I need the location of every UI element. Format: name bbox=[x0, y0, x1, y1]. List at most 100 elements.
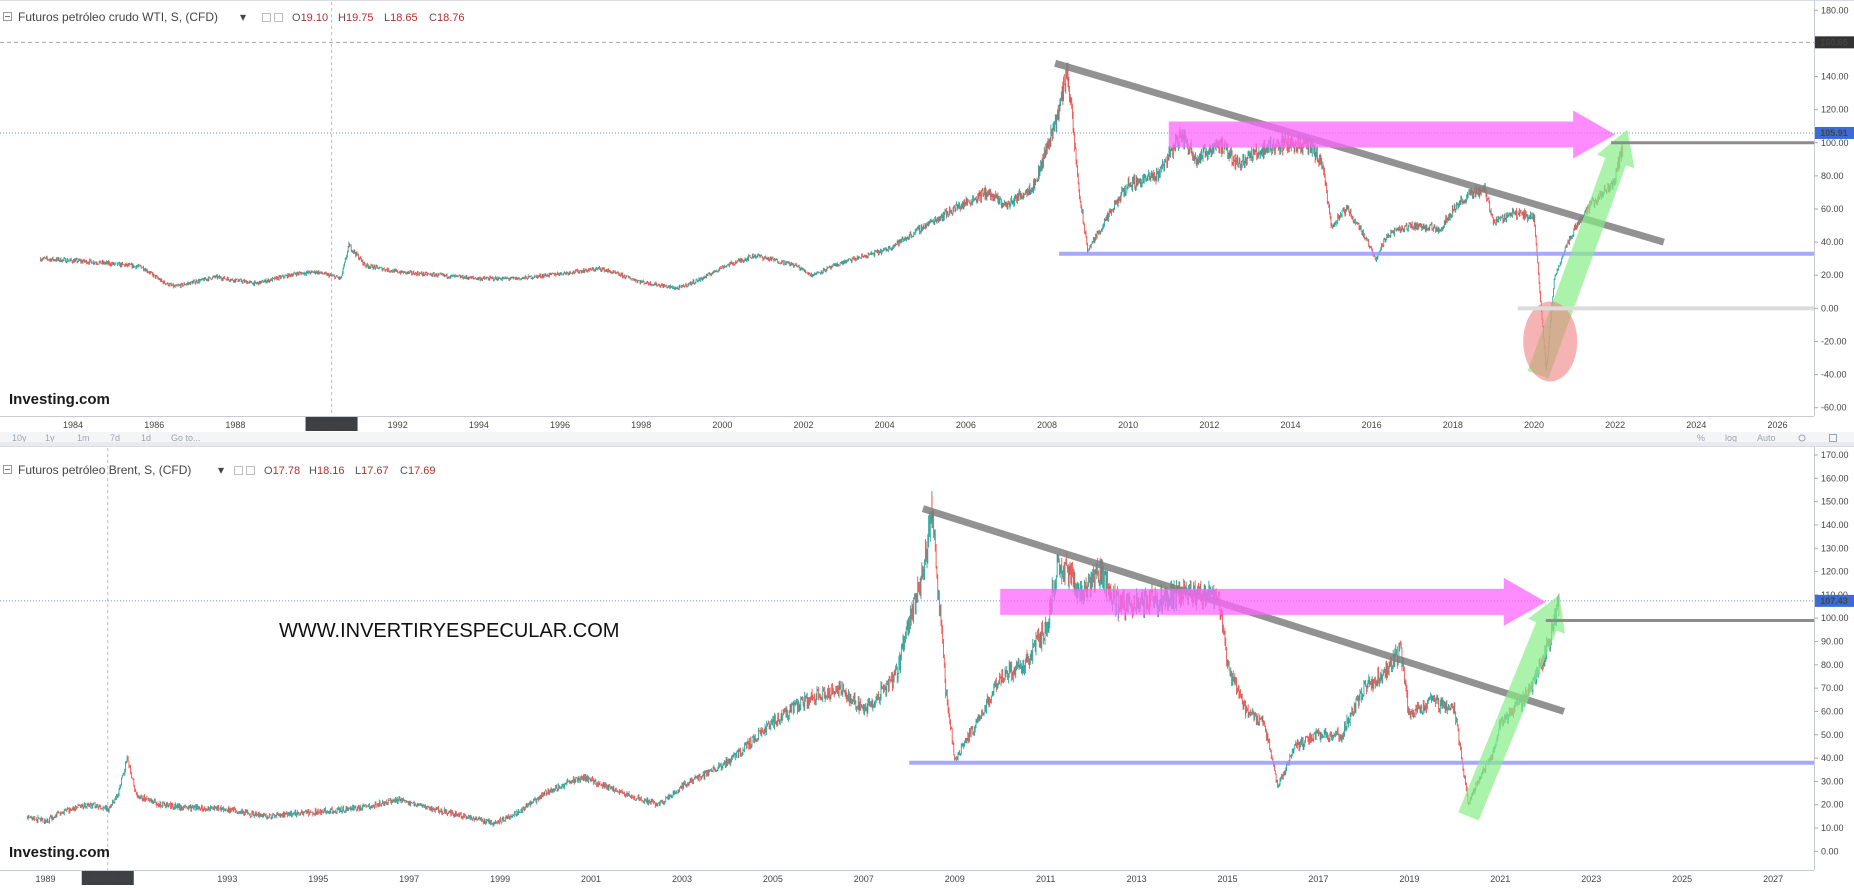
range-button-1y[interactable]: 1y bbox=[45, 433, 55, 443]
wti-panel-background bbox=[0, 0, 1854, 440]
wti-settings-icon[interactable] bbox=[262, 13, 271, 22]
wti-dashed-level-tag: 160.65 bbox=[1815, 36, 1854, 49]
auto-scale-toggle[interactable]: Auto bbox=[1757, 433, 1776, 443]
wti-x-tick-label: 1994 bbox=[469, 420, 489, 430]
wti-x-tick-label: 2010 bbox=[1118, 420, 1138, 430]
wti-y-tick-label: 60.00 bbox=[1821, 204, 1844, 214]
wti-x-tick-label: 1998 bbox=[631, 420, 651, 430]
brent-y-tick-label: 100.00 bbox=[1821, 613, 1849, 623]
brent-y-tick-label: 130.00 bbox=[1821, 543, 1849, 553]
brent-y-tick-label: 50.00 bbox=[1821, 730, 1844, 740]
wti-panel: Futuros petróleo crudo WTI, S, (CFD) ▾ O… bbox=[0, 0, 1854, 443]
brent-ohlc-high: H18.16 bbox=[309, 465, 344, 477]
range-button-1m[interactable]: 1m bbox=[77, 433, 90, 443]
brent-panel: Futuros petróleo Brent, S, (CFD) ▾ O17.7… bbox=[0, 446, 1854, 885]
wti-x-tick-label: 1988 bbox=[225, 420, 245, 430]
wti-x-tick-label: 2012 bbox=[1199, 420, 1219, 430]
brent-settings-icon[interactable] bbox=[234, 466, 243, 475]
brent-x-tick-label: 2015 bbox=[1218, 874, 1238, 884]
brent-y-tick-label: 140.00 bbox=[1821, 520, 1849, 530]
svg-text:105.91: 105.91 bbox=[1820, 128, 1848, 138]
brent-y-tick-label: 150.00 bbox=[1821, 497, 1849, 507]
wti-ohlc-close: C18.76 bbox=[429, 12, 464, 24]
wti-ohlc-low: L18.65 bbox=[384, 12, 418, 24]
wti-x-tick-label: 2014 bbox=[1280, 420, 1300, 430]
wti-ohlc-high: H19.75 bbox=[338, 12, 373, 24]
wti-close-icon[interactable] bbox=[274, 13, 283, 22]
wti-current-price-tag: 105.91 bbox=[1815, 126, 1854, 139]
wti-x-tick-label: 2018 bbox=[1443, 420, 1463, 430]
brent-x-tick-label: 2007 bbox=[854, 874, 874, 884]
chart-settings-icon[interactable] bbox=[1798, 434, 1806, 442]
wti-collapse-toggle[interactable] bbox=[3, 12, 12, 21]
wti-investing-logo: Investing.com bbox=[9, 391, 110, 408]
wti-negative-price-highlight[interactable] bbox=[1523, 301, 1578, 382]
wti-resistance-arrow[interactable] bbox=[1168, 110, 1616, 159]
wti-resistance-trendline[interactable] bbox=[1054, 59, 1665, 246]
wti-x-tick-label: 1996 bbox=[550, 420, 570, 430]
svg-text:160.65: 160.65 bbox=[1820, 37, 1848, 47]
brent-collapse-toggle[interactable] bbox=[3, 465, 12, 474]
wti-ohlc-open: O19.10 bbox=[292, 12, 328, 24]
brent-price-series bbox=[26, 490, 1560, 827]
brent-y-tick-label: 0.00 bbox=[1821, 846, 1839, 856]
brent-close-icon[interactable] bbox=[246, 466, 255, 475]
brent-x-tick-label: 2013 bbox=[1127, 874, 1147, 884]
brent-y-tick-label: 40.00 bbox=[1821, 753, 1844, 763]
range-button-7d[interactable]: 7d bbox=[110, 433, 120, 443]
percent-scale-toggle[interactable]: % bbox=[1697, 433, 1705, 443]
range-button-1d[interactable]: 1d bbox=[141, 433, 151, 443]
brent-drawings bbox=[909, 505, 1814, 821]
brent-crosshair-date-tag: 1990-05-14 bbox=[81, 871, 134, 885]
wti-range-toolbar: 10y 1y 1m 7d 1d Go to... % log Auto bbox=[0, 432, 1854, 443]
brent-x-tick-label: 2001 bbox=[581, 874, 601, 884]
wti-price-series bbox=[40, 62, 1624, 371]
wti-y-tick-label: -40.00 bbox=[1821, 370, 1847, 380]
brent-x-tick-label: 2009 bbox=[945, 874, 965, 884]
brent-ohlc-low: L17.67 bbox=[355, 465, 389, 477]
range-button-10y[interactable]: 10y bbox=[12, 433, 27, 443]
wti-chart-title: Futuros petróleo crudo WTI, S, (CFD) bbox=[18, 10, 218, 24]
watermark-text: WWW.INVERTIRYESPECULAR.COM bbox=[279, 620, 619, 642]
brent-x-tick-label: 2017 bbox=[1308, 874, 1328, 884]
brent-resistance-arrow[interactable] bbox=[1000, 577, 1546, 626]
brent-x-tick-label: 1989 bbox=[35, 874, 55, 884]
wti-x-tick-label: 2020 bbox=[1524, 420, 1544, 430]
goto-date-button[interactable]: Go to... bbox=[171, 433, 201, 443]
brent-y-tick-label: 120.00 bbox=[1821, 567, 1849, 577]
brent-x-tick-label: 2021 bbox=[1490, 874, 1510, 884]
wti-y-tick-label: 140.00 bbox=[1821, 72, 1849, 82]
wti-x-tick-label: 1992 bbox=[388, 420, 408, 430]
brent-rally-arrow[interactable] bbox=[1458, 594, 1565, 821]
wti-crosshair-layer bbox=[0, 2, 1814, 416]
wti-y-tick-label: 120.00 bbox=[1821, 105, 1849, 115]
brent-x-tick-label: 2023 bbox=[1581, 874, 1601, 884]
wti-y-tick-label: 80.00 bbox=[1821, 171, 1844, 181]
wti-x-tick-label: 2008 bbox=[1037, 420, 1057, 430]
wti-x-tick-label: 1984 bbox=[63, 420, 83, 430]
panel-separator[interactable] bbox=[0, 442, 1854, 446]
brent-x-tick-label: 2025 bbox=[1672, 874, 1692, 884]
brent-y-tick-label: 80.00 bbox=[1821, 660, 1844, 670]
brent-x-tick-label: 2011 bbox=[1036, 874, 1055, 884]
svg-text:107.43: 107.43 bbox=[1820, 596, 1848, 606]
wti-y-tick-label: 40.00 bbox=[1821, 237, 1844, 247]
wti-title-dropdown-icon[interactable]: ▾ bbox=[240, 10, 246, 24]
fullscreen-icon[interactable] bbox=[1829, 434, 1837, 442]
wti-x-tick-label: 2026 bbox=[1767, 420, 1787, 430]
brent-x-tick-label: 1993 bbox=[217, 874, 237, 884]
svg-text:1990-05-14: 1990-05-14 bbox=[309, 420, 355, 430]
log-scale-toggle[interactable]: log bbox=[1725, 433, 1737, 443]
wti-x-tick-label: 2002 bbox=[794, 420, 814, 430]
brent-y-tick-label: 10.00 bbox=[1821, 823, 1844, 833]
brent-price-axis: 170.00160.00150.00140.00130.00120.00110.… bbox=[1814, 450, 1849, 856]
wti-y-tick-label: 0.00 bbox=[1821, 303, 1839, 313]
wti-x-tick-label: 2006 bbox=[956, 420, 976, 430]
wti-crosshair-date-tag: 1990-05-14 bbox=[305, 417, 358, 431]
brent-crosshair-layer bbox=[0, 448, 1814, 870]
brent-title-dropdown-icon[interactable]: ▾ bbox=[218, 463, 224, 477]
brent-x-tick-label: 1997 bbox=[399, 874, 419, 884]
brent-y-tick-label: 20.00 bbox=[1821, 800, 1844, 810]
brent-x-tick-label: 2027 bbox=[1763, 874, 1783, 884]
